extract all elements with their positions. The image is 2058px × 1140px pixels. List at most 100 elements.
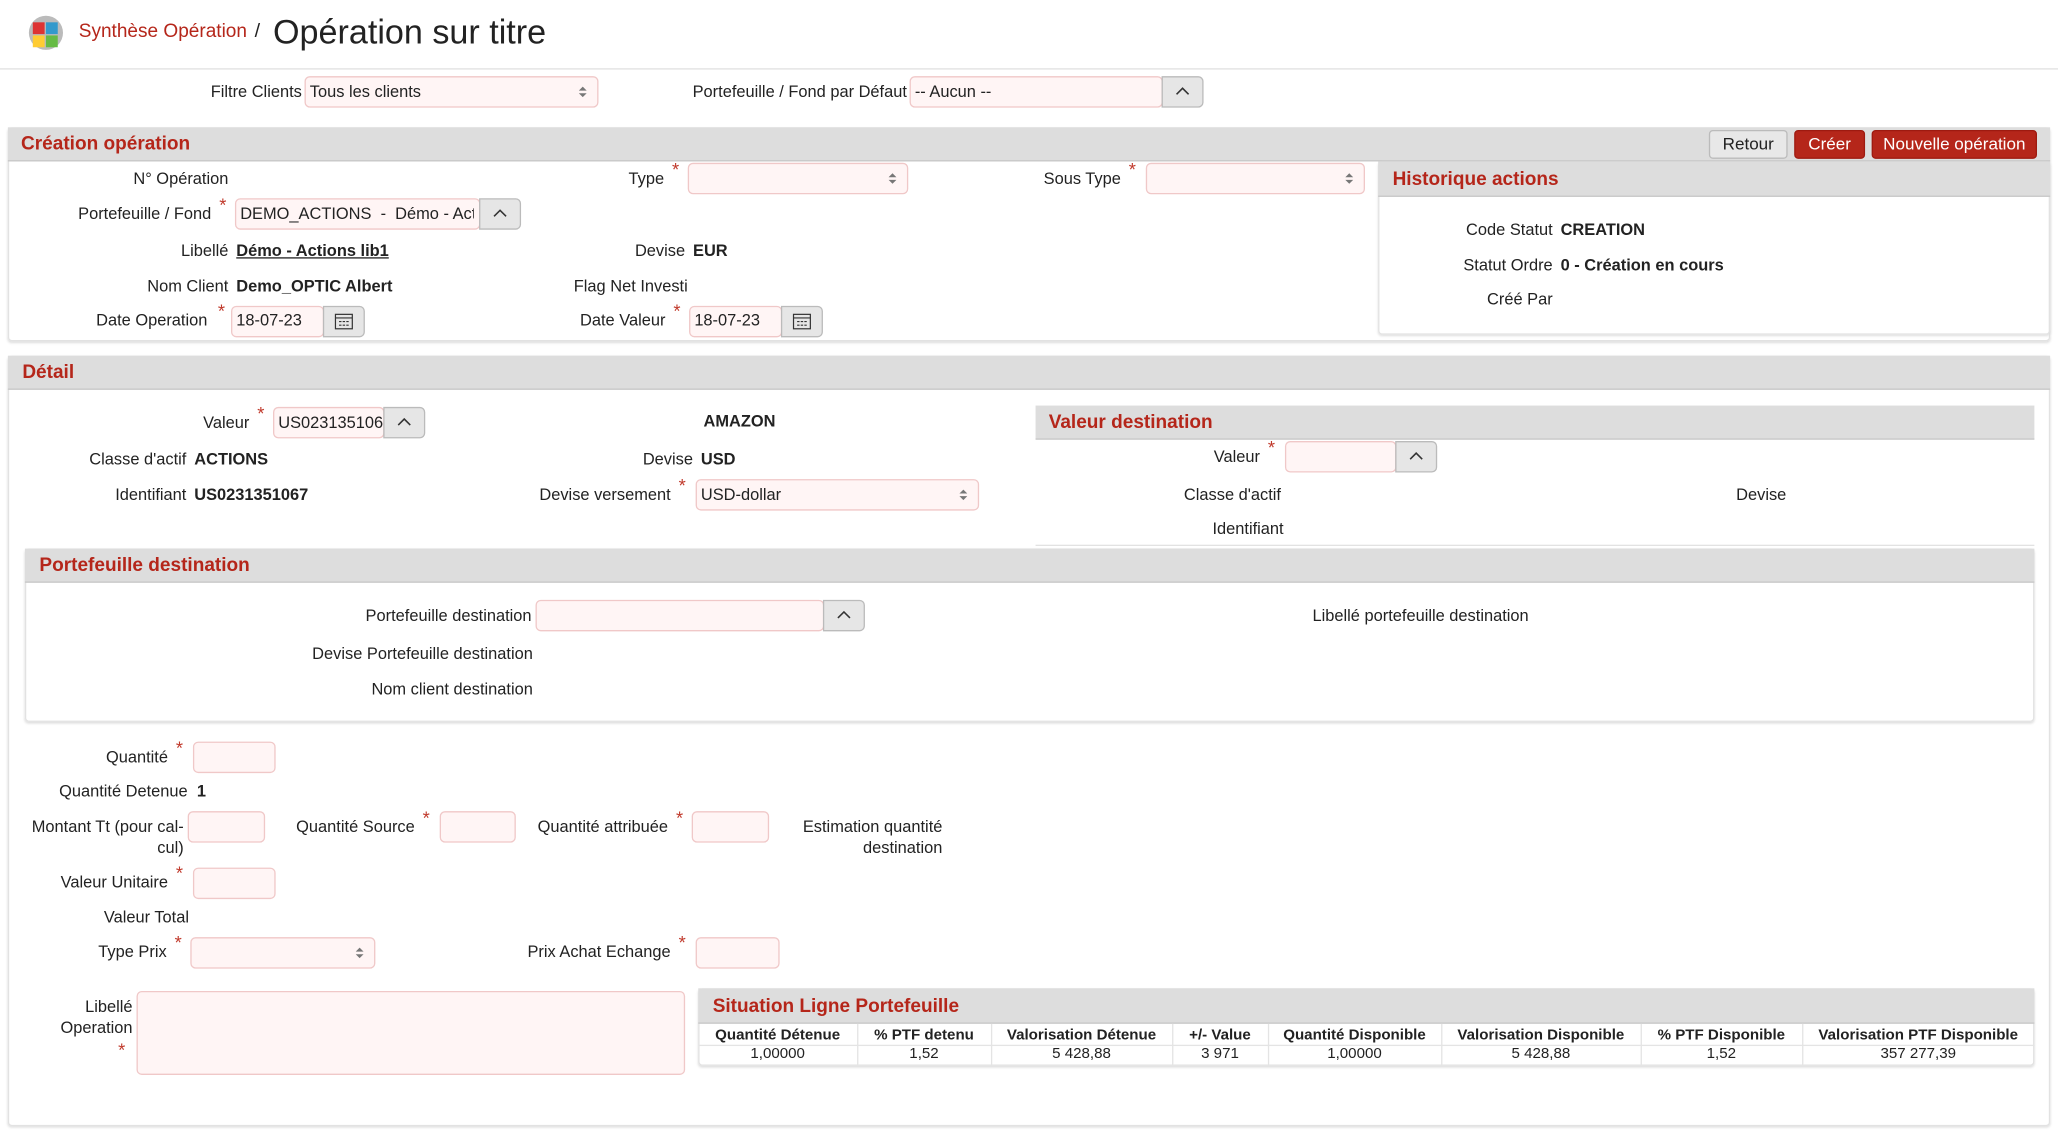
- required: *: [678, 475, 686, 497]
- portfolio-label: Portefeuille / Fond par Défaut: [692, 82, 907, 102]
- select[interactable]: [687, 162, 909, 195]
- required: *: [672, 158, 680, 180]
- buttons: Créer: [1808, 133, 1851, 154]
- calendar-button[interactable]: [780, 305, 823, 338]
- title: Valeur destination: [1048, 412, 1213, 434]
- columns: Valorisation PTF Disponible: [1818, 1027, 2019, 1044]
- attribuee-label: Quantité attribuée: [537, 817, 669, 837]
- created-by-label: Créé Par: [1487, 290, 1553, 309]
- panel-header: [1378, 161, 2051, 197]
- panel-header: [698, 988, 2035, 1024]
- libelle-label: Operation: [60, 1018, 133, 1037]
- montant-label: Montant Tt (pour cal-: [31, 817, 184, 837]
- client-value: Demo_OPTIC Albert: [236, 276, 393, 296]
- button[interactable]: [1794, 129, 1866, 159]
- clients-label: Filtre Clients: [210, 82, 302, 102]
- clients-value: Tous les clients: [309, 82, 422, 102]
- required: *: [678, 931, 686, 953]
- required: *: [175, 737, 184, 759]
- code-value: CREATION: [1560, 220, 1646, 239]
- select[interactable]: [304, 76, 599, 108]
- buttons: Nouvelle opération: [1883, 133, 2026, 154]
- libelle-value: Démo - Actions lib1: [236, 241, 389, 260]
- class-label: Classe d'actif: [1183, 485, 1281, 504]
- class-value: ACTIONS: [194, 450, 269, 469]
- id-value: US0231351067: [194, 485, 309, 504]
- input[interactable]: [273, 406, 385, 439]
- input[interactable]: [689, 305, 783, 338]
- rows: 1,52: [909, 1046, 939, 1062]
- select[interactable]: [695, 479, 980, 511]
- versement-label: Devise versement: [539, 485, 671, 504]
- breadcrumb: Synthèse Opération: [78, 21, 247, 42]
- input[interactable]: [187, 811, 266, 843]
- class-label: Classe d'actif: [89, 450, 187, 469]
- input[interactable]: [192, 867, 276, 900]
- select[interactable]: [1145, 162, 1365, 195]
- button[interactable]: [1871, 129, 2037, 159]
- estimation-label: destination: [863, 838, 943, 858]
- title: Historique actions: [1392, 169, 1559, 191]
- title: Portefeuille destination: [39, 555, 250, 577]
- valeur-label: Valeur: [1213, 447, 1260, 466]
- input[interactable]: [192, 741, 276, 774]
- input[interactable]: [234, 198, 481, 230]
- input[interactable]: [1284, 441, 1397, 473]
- date-val-label: Date Valeur: [580, 311, 666, 330]
- title: Situation Ligne Portefeuille: [712, 996, 960, 1018]
- title: Opération sur titre: [273, 11, 547, 52]
- total-label: Valeur Total: [103, 908, 189, 927]
- name: AMAZON: [703, 412, 776, 431]
- columns: Valorisation Détenue: [1006, 1027, 1157, 1044]
- required: *: [1267, 437, 1276, 459]
- input[interactable]: [535, 599, 825, 632]
- required: *: [217, 300, 226, 322]
- button[interactable]: [1708, 129, 1788, 159]
- input[interactable]: [691, 811, 770, 843]
- title: Création opération: [21, 133, 191, 155]
- rows: 3 971: [1201, 1046, 1239, 1062]
- code-label: Code Statut: [1466, 220, 1553, 239]
- subpanel: [1035, 406, 2035, 546]
- detenue-label: Quantité Detenue: [59, 782, 188, 801]
- rows: 357 277,39: [1880, 1046, 1956, 1062]
- required: *: [118, 1039, 126, 1061]
- header-divider: [0, 68, 2058, 70]
- portfolio-value: DEMO_ACTIONS - Démo - Acti: [240, 204, 474, 224]
- required: *: [422, 807, 430, 829]
- rows: 1,00000: [750, 1046, 805, 1062]
- dropdown-button[interactable]: [1161, 76, 1204, 108]
- date-val-value: 18-07-23: [694, 311, 760, 330]
- columns: Quantité Disponible: [1283, 1027, 1426, 1044]
- dropdown-button[interactable]: [822, 599, 865, 632]
- rows: 1,52: [1706, 1046, 1737, 1062]
- buttons: Retour: [1722, 133, 1774, 154]
- id-label: Identifiant: [1212, 519, 1284, 539]
- status-value: 0 - Création en cours: [1560, 255, 1724, 275]
- id-label: Identifiant: [115, 485, 187, 504]
- textarea[interactable]: [136, 990, 686, 1075]
- date-op-value: 18-07-23: [236, 311, 302, 330]
- required: *: [257, 402, 265, 424]
- status-label: Statut Ordre: [1463, 255, 1553, 275]
- select[interactable]: [190, 937, 376, 969]
- portfolio-value: -- Aucun --: [914, 82, 992, 102]
- calendar-button[interactable]: [322, 305, 365, 338]
- input[interactable]: [439, 811, 516, 843]
- valeur-value: US023135106: [278, 413, 384, 432]
- input[interactable]: [231, 305, 325, 338]
- dropdown-button[interactable]: [383, 406, 426, 439]
- libelle-label: Libellé: [180, 241, 229, 260]
- montant-label: cul): [157, 838, 184, 858]
- columns: % PTF Disponible: [1657, 1027, 1786, 1044]
- dropdown-button[interactable]: [1395, 441, 1438, 473]
- quantite-label: Quantité: [105, 748, 168, 767]
- op-number-label: N° Opération: [133, 169, 229, 188]
- columns: Valorisation Disponible: [1457, 1027, 1625, 1044]
- devise-label: Devise: [634, 241, 686, 260]
- dropdown-button[interactable]: [479, 198, 522, 230]
- valeur-label: Valeur: [203, 413, 250, 432]
- input[interactable]: [909, 76, 1163, 108]
- required: *: [1128, 158, 1136, 180]
- input[interactable]: [695, 937, 780, 969]
